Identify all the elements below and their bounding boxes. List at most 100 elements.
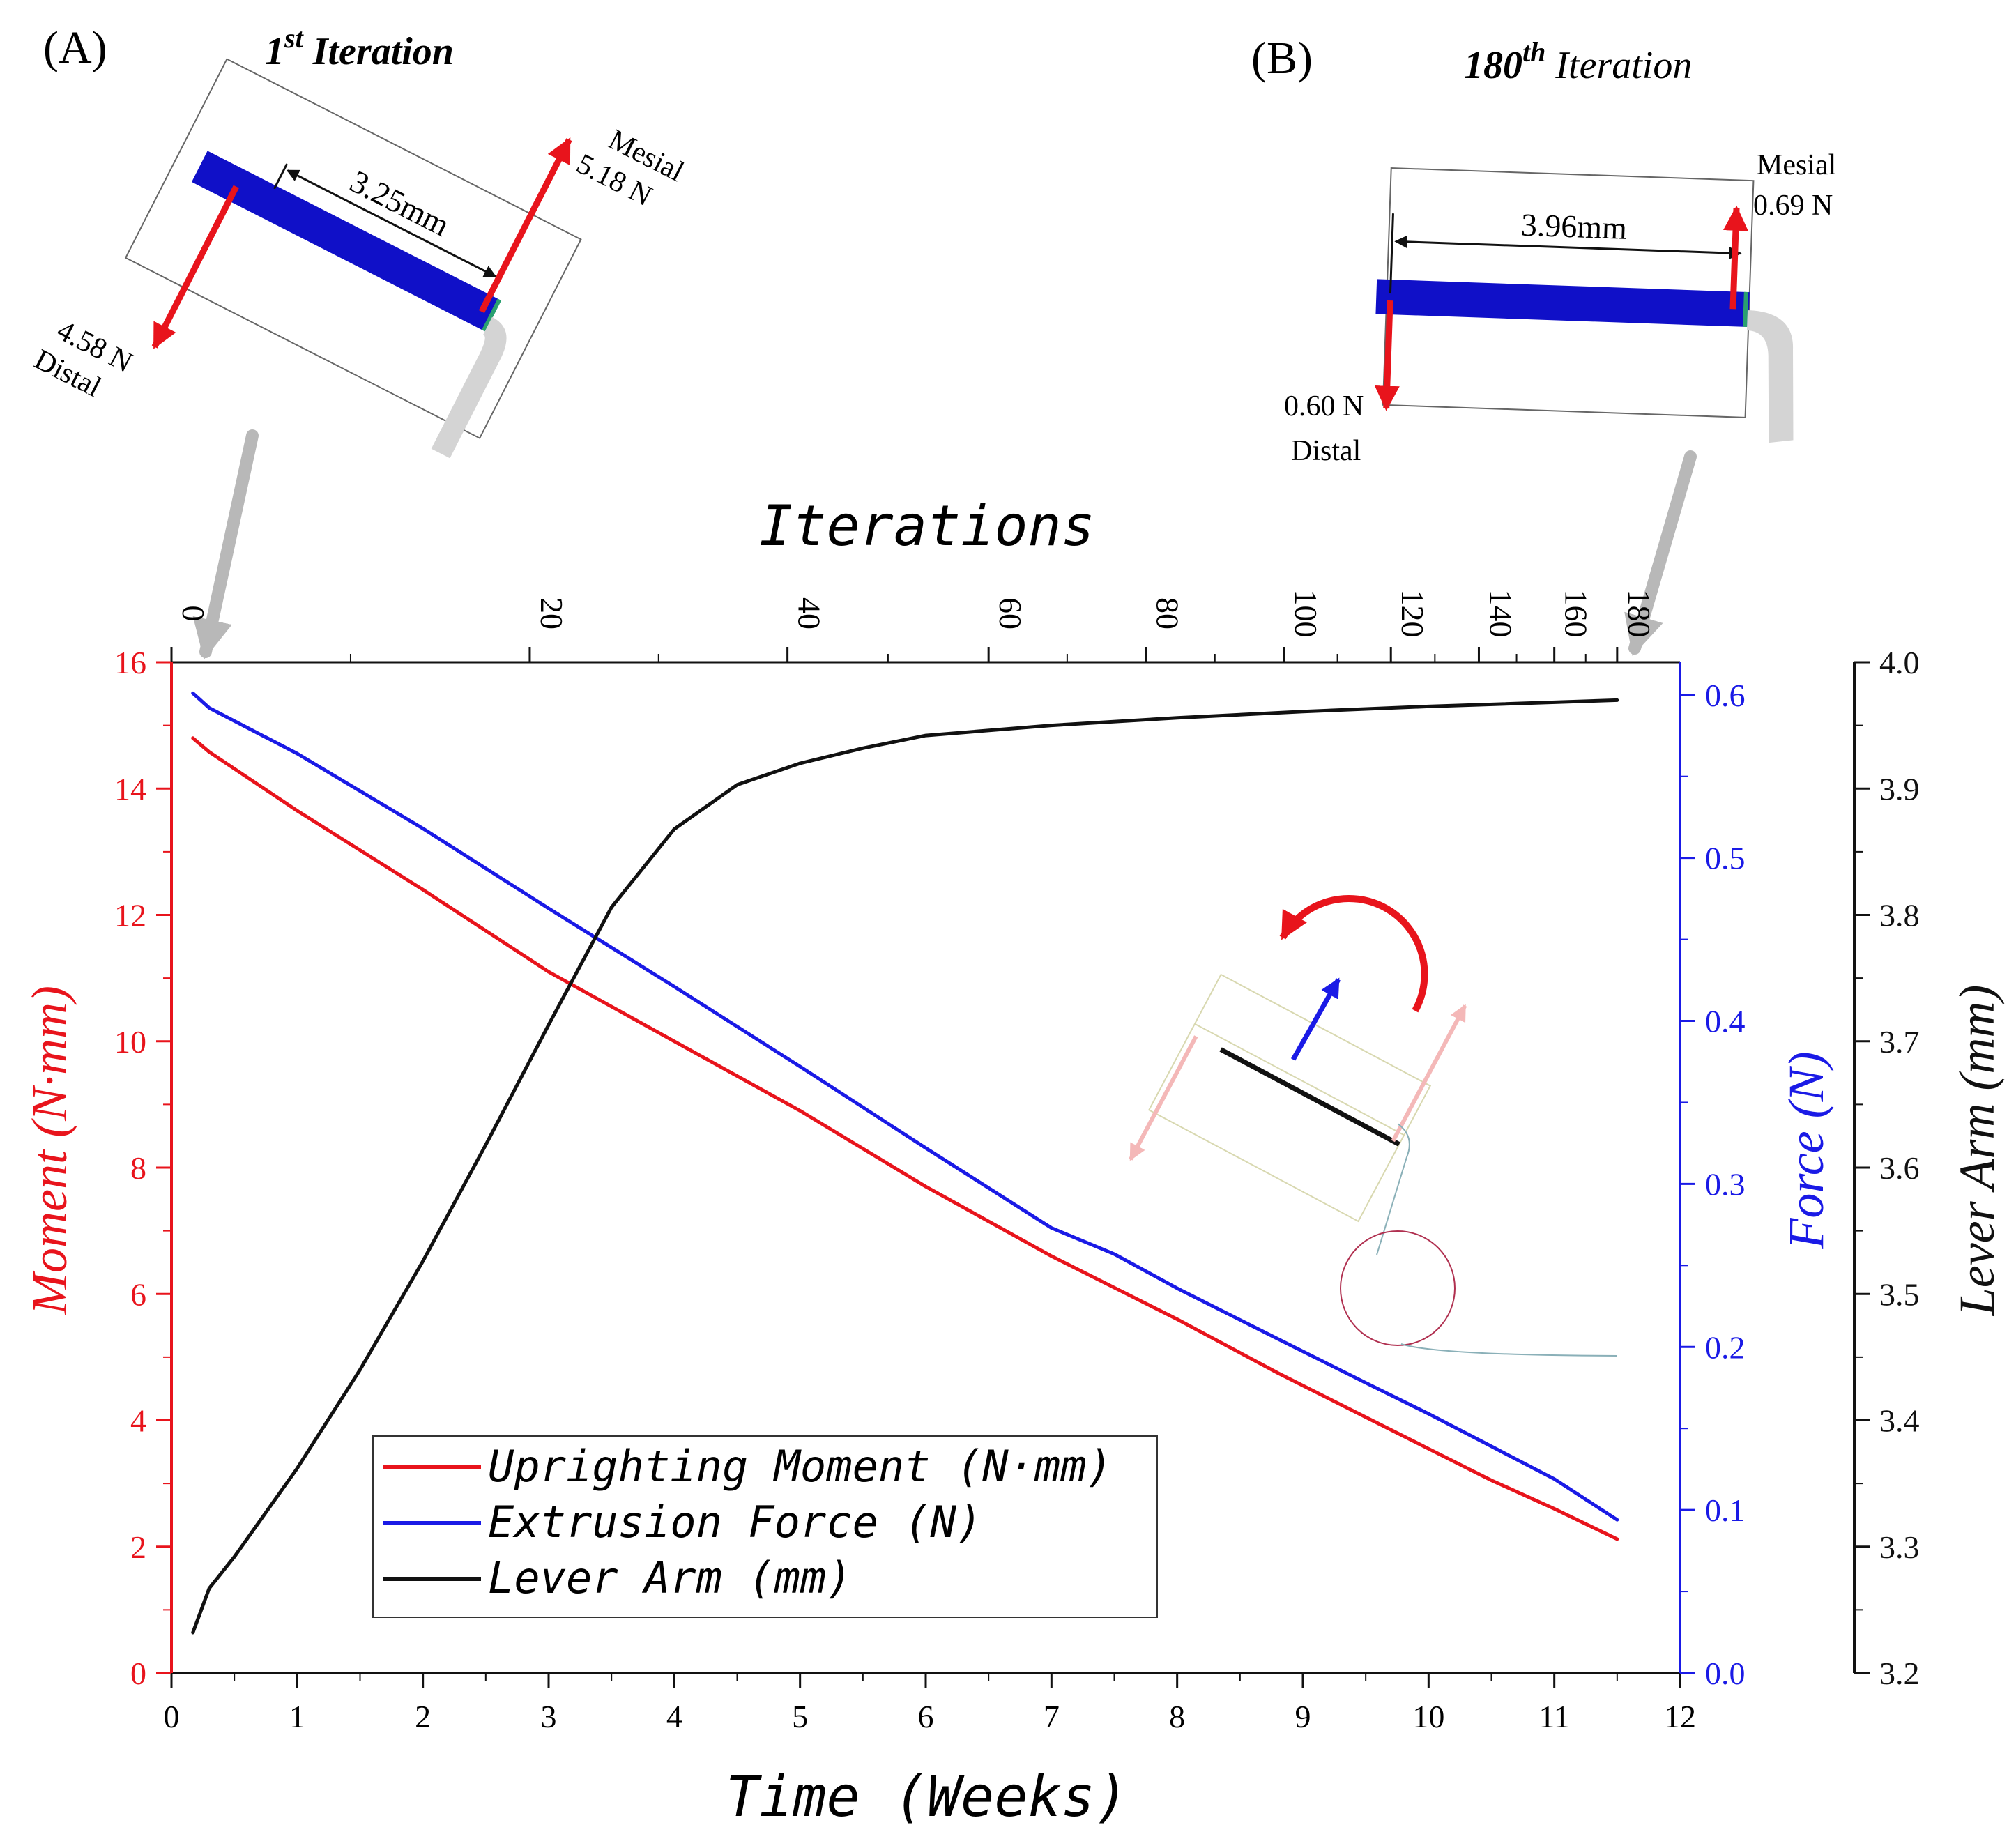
- panel-b-bracket-edge: [1743, 291, 1748, 327]
- top-tick-label: 80: [1150, 597, 1186, 629]
- inset-wire-tail: [1400, 1343, 1618, 1357]
- x-tick-label: 3: [541, 1699, 557, 1734]
- panel-a-dimension-line: [286, 169, 497, 277]
- top-tick-label: 40: [792, 597, 827, 629]
- panel-a-wire-coil: [431, 316, 507, 459]
- force-tick-label: 0.0: [1705, 1656, 1746, 1691]
- panel-a-title: 1st Iteration: [265, 22, 454, 73]
- legend-box: [372, 1435, 1158, 1618]
- panel-b-dim-tick-left: [1389, 213, 1394, 294]
- inset-wire: [1376, 1123, 1410, 1255]
- panel-b-wire-coil: [1746, 310, 1794, 443]
- panel-b-distal-force: 0.60 N: [1284, 390, 1364, 422]
- lever-tick-label: 3.4: [1879, 1403, 1920, 1439]
- panel-b-distal-label: Distal: [1291, 435, 1361, 467]
- force-tick-label: 0.2: [1705, 1329, 1746, 1365]
- panel-a: (A) 1st Iteration 3.25mm Mesial 5.18 N 4…: [29, 22, 689, 660]
- x-axis-title: Time (Weeks): [726, 1764, 1129, 1829]
- left-tick-label: 12: [114, 898, 146, 933]
- lever-tick-label: 3.7: [1879, 1024, 1920, 1060]
- top-tick-label: 60: [993, 597, 1028, 629]
- panel-a-mesial-text: Mesial 5.18 N: [572, 123, 689, 213]
- series-line-moment: [191, 736, 1619, 1541]
- lever-tick-label: 3.6: [1879, 1150, 1920, 1186]
- legend-label-lever: Lever Arm (mm): [488, 1552, 853, 1603]
- x-tick-label: 1: [289, 1699, 305, 1734]
- series-line-lever: [191, 698, 1619, 1635]
- legend-entry-lever: Lever Arm (mm): [383, 1552, 853, 1603]
- panel-b-dimension-line: [1394, 235, 1742, 260]
- left-tick-label: 10: [114, 1024, 146, 1060]
- panel-b-letter: (B): [1251, 33, 1313, 84]
- panel-a-pointer-arrow: [192, 429, 259, 660]
- x-tick-label: 6: [918, 1699, 934, 1734]
- panel-a-bracket-bar: [191, 151, 500, 331]
- inset-schematic: [1129, 895, 1618, 1357]
- left-tick-label: 4: [130, 1403, 146, 1439]
- left-tick-label: 2: [130, 1529, 146, 1565]
- x-tick-label: 9: [1295, 1699, 1311, 1734]
- top-axis-title: Iterations: [759, 494, 1095, 558]
- legend-label-moment: Uprighting Moment (N·mm): [488, 1441, 1113, 1492]
- top-tick-label: 140: [1483, 590, 1518, 638]
- lever-tick-label: 3.9: [1879, 771, 1920, 807]
- legend-entry-moment: Uprighting Moment (N·mm): [383, 1441, 1113, 1492]
- panel-b-mesial-label: Mesial: [1757, 149, 1836, 181]
- inset-outline-box: [1147, 973, 1432, 1223]
- left-tick-label: 8: [130, 1150, 146, 1186]
- panel-a-letter: (A): [43, 22, 107, 73]
- lever-tick-label: 3.2: [1879, 1656, 1920, 1691]
- force-axis-title: Force (N): [1778, 1051, 1834, 1249]
- left-tick-label: 0: [130, 1656, 146, 1691]
- left-tick-label: 6: [130, 1276, 146, 1312]
- force-tick-label: 0.1: [1705, 1492, 1746, 1528]
- panel-a-dim-tick-left: [273, 163, 288, 190]
- x-tick-label: 10: [1412, 1699, 1444, 1734]
- x-tick-label: 8: [1169, 1699, 1185, 1734]
- lever-tick-label: 3.8: [1879, 898, 1920, 933]
- ticks-layer: 0 1 2 3 4 5 6 7 8 9 10 11 120 20 40 60 80 100 120 140 160 180…: [114, 590, 1920, 1735]
- left-tick-label: 14: [114, 771, 146, 807]
- panel-b-pointer-arrow: [1624, 450, 1697, 657]
- x-tick-label: 4: [666, 1699, 682, 1734]
- lever-tick-label: 4.0: [1879, 645, 1920, 680]
- top-tick-label: 160: [1559, 590, 1594, 638]
- chart: 0 1 2 3 4 5 6 7 8 9 10 11 120 20 40 60 80 100 120 140 160 180…: [22, 494, 2005, 1829]
- legend-entry-force: Extrusion Force (N): [383, 1497, 982, 1548]
- top-tick-label: 120: [1395, 590, 1430, 638]
- left-tick-label: 16: [114, 645, 146, 680]
- inset-light-arrow-right: [1391, 1004, 1467, 1143]
- panel-b-title: 180th Iteration: [1464, 36, 1692, 87]
- panel-a-tooth-assembly: 3.25mm: [124, 58, 582, 459]
- panel-b: (B) 180th Iteration 3.96mm Mesial 0.69 N…: [1251, 33, 1836, 657]
- series-layer: [191, 691, 1619, 1635]
- x-tick-label: 5: [792, 1699, 808, 1734]
- inset-extrusion-arrow: [1290, 977, 1341, 1061]
- panel-a-mesial-arrow: [478, 137, 572, 314]
- force-tick-label: 0.5: [1705, 841, 1746, 876]
- inset-moment-arrow: [1279, 895, 1428, 1013]
- x-tick-label: 2: [415, 1699, 431, 1734]
- lever-tick-label: 3.3: [1879, 1529, 1920, 1565]
- inset-loop: [1340, 1230, 1456, 1346]
- x-tick-label: 12: [1664, 1699, 1696, 1734]
- x-tick-label: 11: [1539, 1699, 1570, 1734]
- lever-tick-label: 3.5: [1879, 1276, 1920, 1312]
- panel-a-distal-arrow: [151, 185, 239, 349]
- lever-axis-title: Lever Arm (mm): [1949, 985, 2005, 1317]
- panel-b-distal-arrow: [1374, 300, 1400, 411]
- inset-inner-line: [1194, 1023, 1405, 1136]
- force-tick-label: 0.6: [1705, 678, 1746, 713]
- panel-a-bracket-edge: [482, 298, 502, 332]
- panel-b-bracket-bar: [1375, 279, 1750, 328]
- panel-a-distal-text: 4.58 N Distal: [29, 314, 137, 404]
- panel-a-outline-box: [124, 58, 582, 439]
- force-tick-label: 0.3: [1705, 1166, 1746, 1202]
- panel-b-tooth-assembly: 3.96mm: [1374, 167, 1794, 443]
- inset-light-arrow-left: [1129, 1035, 1198, 1161]
- x-tick-label: 0: [164, 1699, 180, 1734]
- panel-b-length-label: 3.96mm: [1520, 207, 1628, 246]
- series-line-force: [191, 691, 1619, 1522]
- legend-label-force: Extrusion Force (N): [488, 1497, 982, 1548]
